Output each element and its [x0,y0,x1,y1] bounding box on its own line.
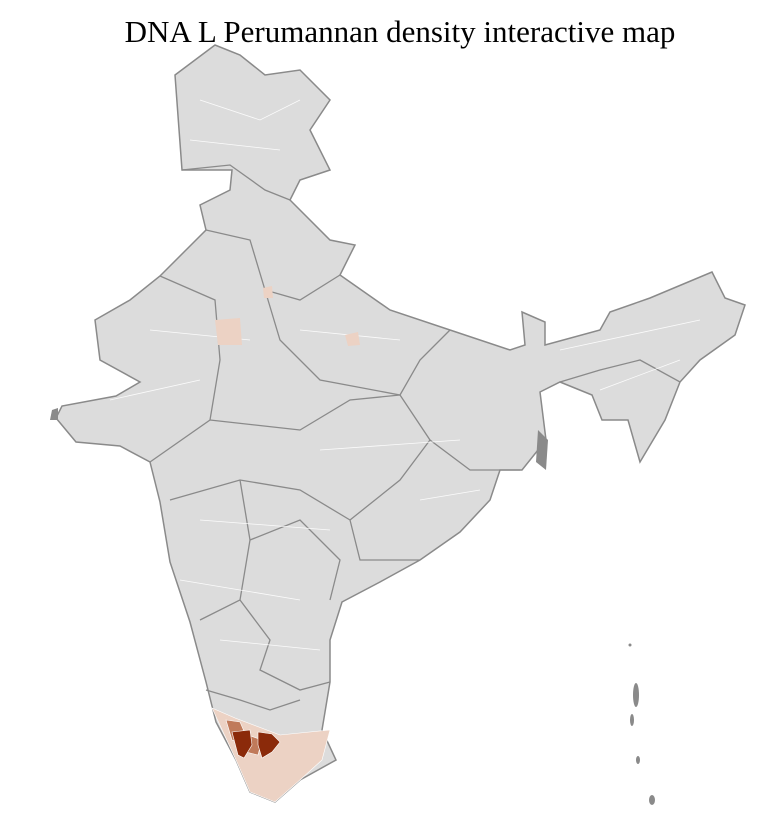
district-low[interactable] [215,318,242,345]
islands [50,408,655,805]
state-borders [149,164,681,711]
density-districts[interactable] [211,286,360,803]
district-low[interactable] [263,286,273,298]
district-high[interactable] [257,731,281,759]
district-high[interactable] [231,729,253,759]
district-low[interactable] [345,332,360,346]
map-title: DNA L Perumannan density interactive map [124,14,676,49]
india-landmass[interactable] [55,44,746,803]
